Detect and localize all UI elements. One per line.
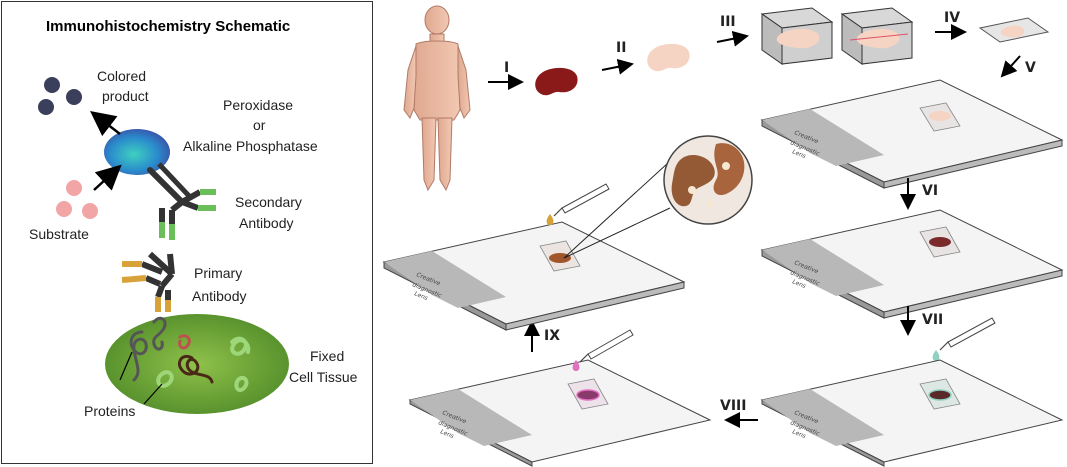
human-figure [403, 5, 471, 192]
protein-leader-1 [119, 351, 133, 381]
dropper-ix [572, 329, 634, 371]
svg-text:Lens: Lens [791, 428, 807, 440]
slide-e: Creative diagnostic Lens [382, 221, 686, 331]
step-label-5: V [1025, 60, 1036, 76]
label-peroxidase: Peroxidase [223, 97, 294, 113]
svg-text:Lens: Lens [413, 290, 429, 302]
step-label-8: VIII [720, 398, 747, 414]
colored-product-dots [38, 77, 82, 115]
organ-pale [647, 43, 690, 72]
schematic-title: Immunohistochemistry Schematic [46, 18, 291, 35]
label-cell-tissue: Cell Tissue [289, 369, 358, 385]
wax-block-2 [840, 7, 914, 65]
schematic-drawing [38, 77, 289, 414]
label-product: product [102, 88, 149, 104]
primary-antibody [121, 251, 175, 312]
arrow-enzyme-to-product [90, 110, 121, 137]
label-alkaline-phosphatase: Alkaline Phosphatase [183, 138, 318, 154]
slide-c: Creative diagnostic Lens [760, 359, 1064, 467]
process-drawing: Creative diagnostic Lens Creative diagno… [382, 5, 1064, 467]
label-or: or [253, 117, 266, 133]
process-panel: Creative diagnostic Lens Creative diagno… [380, 0, 1067, 467]
substrate-dots [56, 180, 98, 219]
label-secondary-antibody: Antibody [239, 215, 294, 231]
step-label-4: IV [944, 10, 961, 26]
arrow-step-3 [716, 30, 749, 47]
slide-a: Creative diagnostic Lens [760, 79, 1064, 189]
dropper-vii [932, 317, 996, 361]
dropper-final [546, 183, 610, 225]
schematic-panel: Immunohistochemistry Schematic Colored p… [1, 1, 373, 464]
label-primary: Primary [194, 265, 243, 281]
arrow-step-2 [601, 58, 634, 75]
label-substrate: Substrate [29, 226, 89, 242]
protein-squiggles [129, 316, 251, 393]
arrow-substrate-to-enzyme [93, 164, 122, 191]
step-label-1: I [504, 60, 510, 76]
slide-b: Creative diagnostic Lens [760, 209, 1064, 319]
slide-d: Creative diagnostic Lens [408, 359, 712, 467]
step-label-6: VI [922, 183, 939, 199]
wax-block-1 [760, 7, 834, 65]
label-primary-antibody: Antibody [192, 288, 247, 304]
label-colored: Colored [97, 68, 147, 84]
protein-leader-2 [143, 383, 163, 405]
organ-dark [535, 67, 578, 96]
enzyme-blob [104, 129, 170, 175]
label-fixed: Fixed [310, 348, 345, 364]
label-secondary: Secondary [235, 194, 302, 210]
magnified-view [563, 135, 753, 259]
step-label-3: III [720, 14, 736, 30]
arrow-step-5 [1000, 55, 1021, 78]
step-label-9: IX [544, 328, 561, 344]
label-proteins: Proteins [84, 403, 136, 419]
svg-text:Lens: Lens [439, 428, 455, 440]
svg-text:Lens: Lens [791, 148, 807, 160]
step-label-7: VII [922, 312, 944, 328]
secondary-antibody [147, 162, 216, 240]
svg-text:Lens: Lens [791, 278, 807, 290]
step-label-2: II [616, 40, 627, 56]
